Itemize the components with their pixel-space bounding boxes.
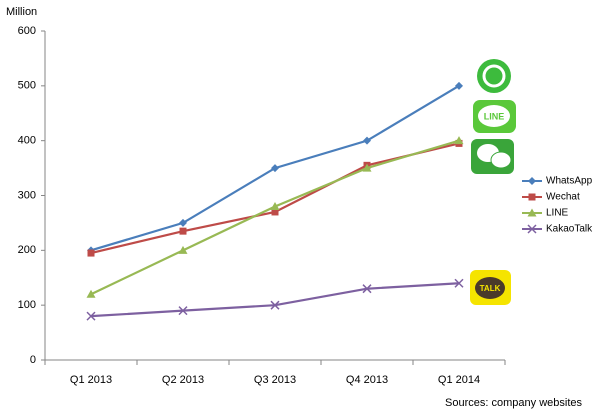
- source-note: Sources: company websites: [445, 397, 582, 409]
- data-point: [179, 218, 187, 227]
- data-point: [454, 278, 464, 288]
- data-point: [178, 245, 188, 254]
- y-axis-label: Million: [6, 6, 37, 18]
- legend-label: LINE: [546, 208, 569, 219]
- series-line: [90, 282, 460, 318]
- x-tick-label: Q1 2014: [438, 374, 480, 386]
- x-tick-label: Q3 2013: [254, 374, 296, 386]
- legend-marker: [528, 193, 536, 201]
- data-point: [86, 311, 96, 321]
- series-line: [90, 139, 460, 296]
- data-point: [87, 249, 95, 257]
- x-tick-label: Q4 2013: [346, 374, 388, 386]
- data-point: [270, 300, 280, 310]
- legend-marker: [528, 177, 536, 185]
- y-tick-label: 100: [18, 299, 36, 311]
- data-point: [454, 136, 464, 145]
- line-logo: LINE: [473, 100, 516, 133]
- logo-text: LINE: [484, 111, 505, 121]
- data-point: [455, 81, 463, 90]
- y-tick-label: 300: [18, 189, 36, 201]
- logo-text: TALK: [480, 284, 501, 293]
- y-tick-label: 200: [18, 244, 36, 256]
- data-point: [86, 289, 96, 298]
- x-tick-label: Q2 2013: [162, 374, 204, 386]
- whatsapp-logo: [477, 59, 511, 93]
- legend-label: WhatsApp: [546, 176, 593, 187]
- legend-label: KakaoTalk: [546, 224, 593, 235]
- data-point: [363, 136, 371, 145]
- data-point: [270, 201, 280, 210]
- legend-marker: [527, 224, 537, 234]
- y-tick-label: 500: [18, 80, 36, 92]
- legend-marker: [527, 208, 537, 217]
- data-point: [362, 163, 372, 172]
- series-line: [90, 142, 460, 255]
- y-tick-label: 0: [30, 354, 36, 366]
- data-point: [271, 164, 279, 173]
- x-tick-label: Q1 2013: [70, 374, 112, 386]
- data-point: [362, 284, 372, 294]
- kakaotalk-logo: TALK: [470, 270, 511, 305]
- y-tick-label: 600: [18, 25, 36, 37]
- y-tick-label: 400: [18, 135, 36, 147]
- data-point: [178, 306, 188, 316]
- data-point: [179, 227, 187, 235]
- wechat-logo: [471, 139, 514, 174]
- data-point: [271, 208, 279, 216]
- legend-label: Wechat: [546, 192, 580, 203]
